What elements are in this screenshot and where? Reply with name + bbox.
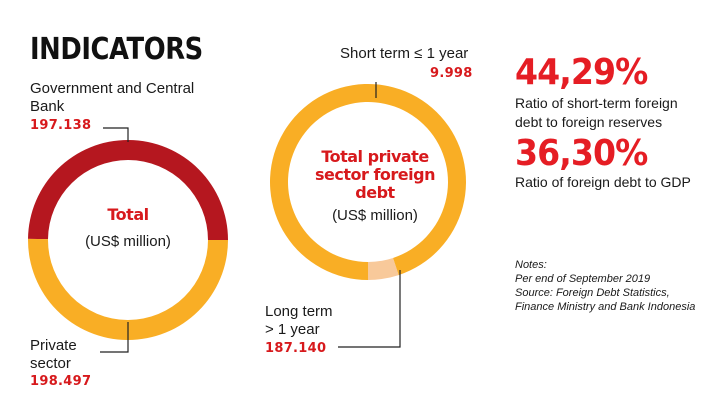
slice-government-central-bank (28, 140, 228, 240)
private-sector-label-line-2: sector (30, 355, 71, 372)
private-debt-title-line-2: sector foreign (315, 165, 435, 184)
short-term-value: 9.998 (430, 66, 473, 81)
government-label: Government and Central Bank (30, 80, 194, 116)
ratio-short-term-desc-line-2: debt to foreign reserves (515, 114, 663, 130)
notes-line-1: Notes: (515, 259, 547, 271)
private-sector-value: 198.497 (30, 374, 92, 389)
slice-short-term (368, 257, 399, 280)
leader-line-private (100, 322, 129, 353)
notes-line-3: Source: Foreign Debt Statistics, (515, 287, 670, 299)
long-term-label-line-1: Long term (265, 303, 333, 320)
long-term-value: 187.140 (265, 341, 327, 356)
private-debt-title: Total private sector foreign debt (300, 148, 450, 202)
total-title: Total (107, 205, 149, 224)
total-subtitle: (US$ million) (85, 233, 171, 250)
private-debt-title-line-1: Total private (321, 147, 429, 166)
private-debt-title-line-3: debt (355, 183, 395, 202)
ratio-short-term-desc: Ratio of short-term foreign debt to fore… (515, 94, 678, 132)
slice-private-sector (27, 238, 228, 341)
long-term-label: Long term > 1 year (265, 303, 333, 339)
notes-line-2: Per end of September 2019 (515, 273, 651, 285)
ratio-short-term-value: 44,29% (515, 52, 648, 93)
ratio-short-term-desc-line-1: Ratio of short-term foreign (515, 95, 678, 111)
short-term-label: Short term ≤ 1 year (340, 45, 469, 62)
private-debt-subtitle: (US$ million) (332, 207, 418, 224)
ratio-gdp-desc-line-1: Ratio of foreign debt to GDP (515, 174, 691, 190)
ratio-gdp-desc: Ratio of foreign debt to GDP (515, 173, 691, 192)
leader-line-government (103, 127, 129, 142)
notes: Notes: Per end of September 2019 Source:… (515, 258, 695, 314)
ratio-gdp-value: 36,30% (515, 133, 648, 174)
long-term-label-line-2: > 1 year (265, 321, 320, 338)
donut-private-sector (270, 83, 466, 280)
private-sector-label-line-1: Private (30, 337, 77, 354)
government-label-line-1: Government and Central (30, 80, 195, 97)
notes-line-4: Finance Ministry and Bank Indonesia (515, 301, 696, 313)
government-value: 197.138 (30, 118, 92, 133)
government-label-line-2: Bank (30, 98, 65, 115)
leader-line-long-term (338, 270, 401, 348)
donut-total (27, 140, 228, 341)
page-title: INDICATORS (30, 32, 203, 67)
private-sector-label: Private sector (30, 337, 77, 373)
